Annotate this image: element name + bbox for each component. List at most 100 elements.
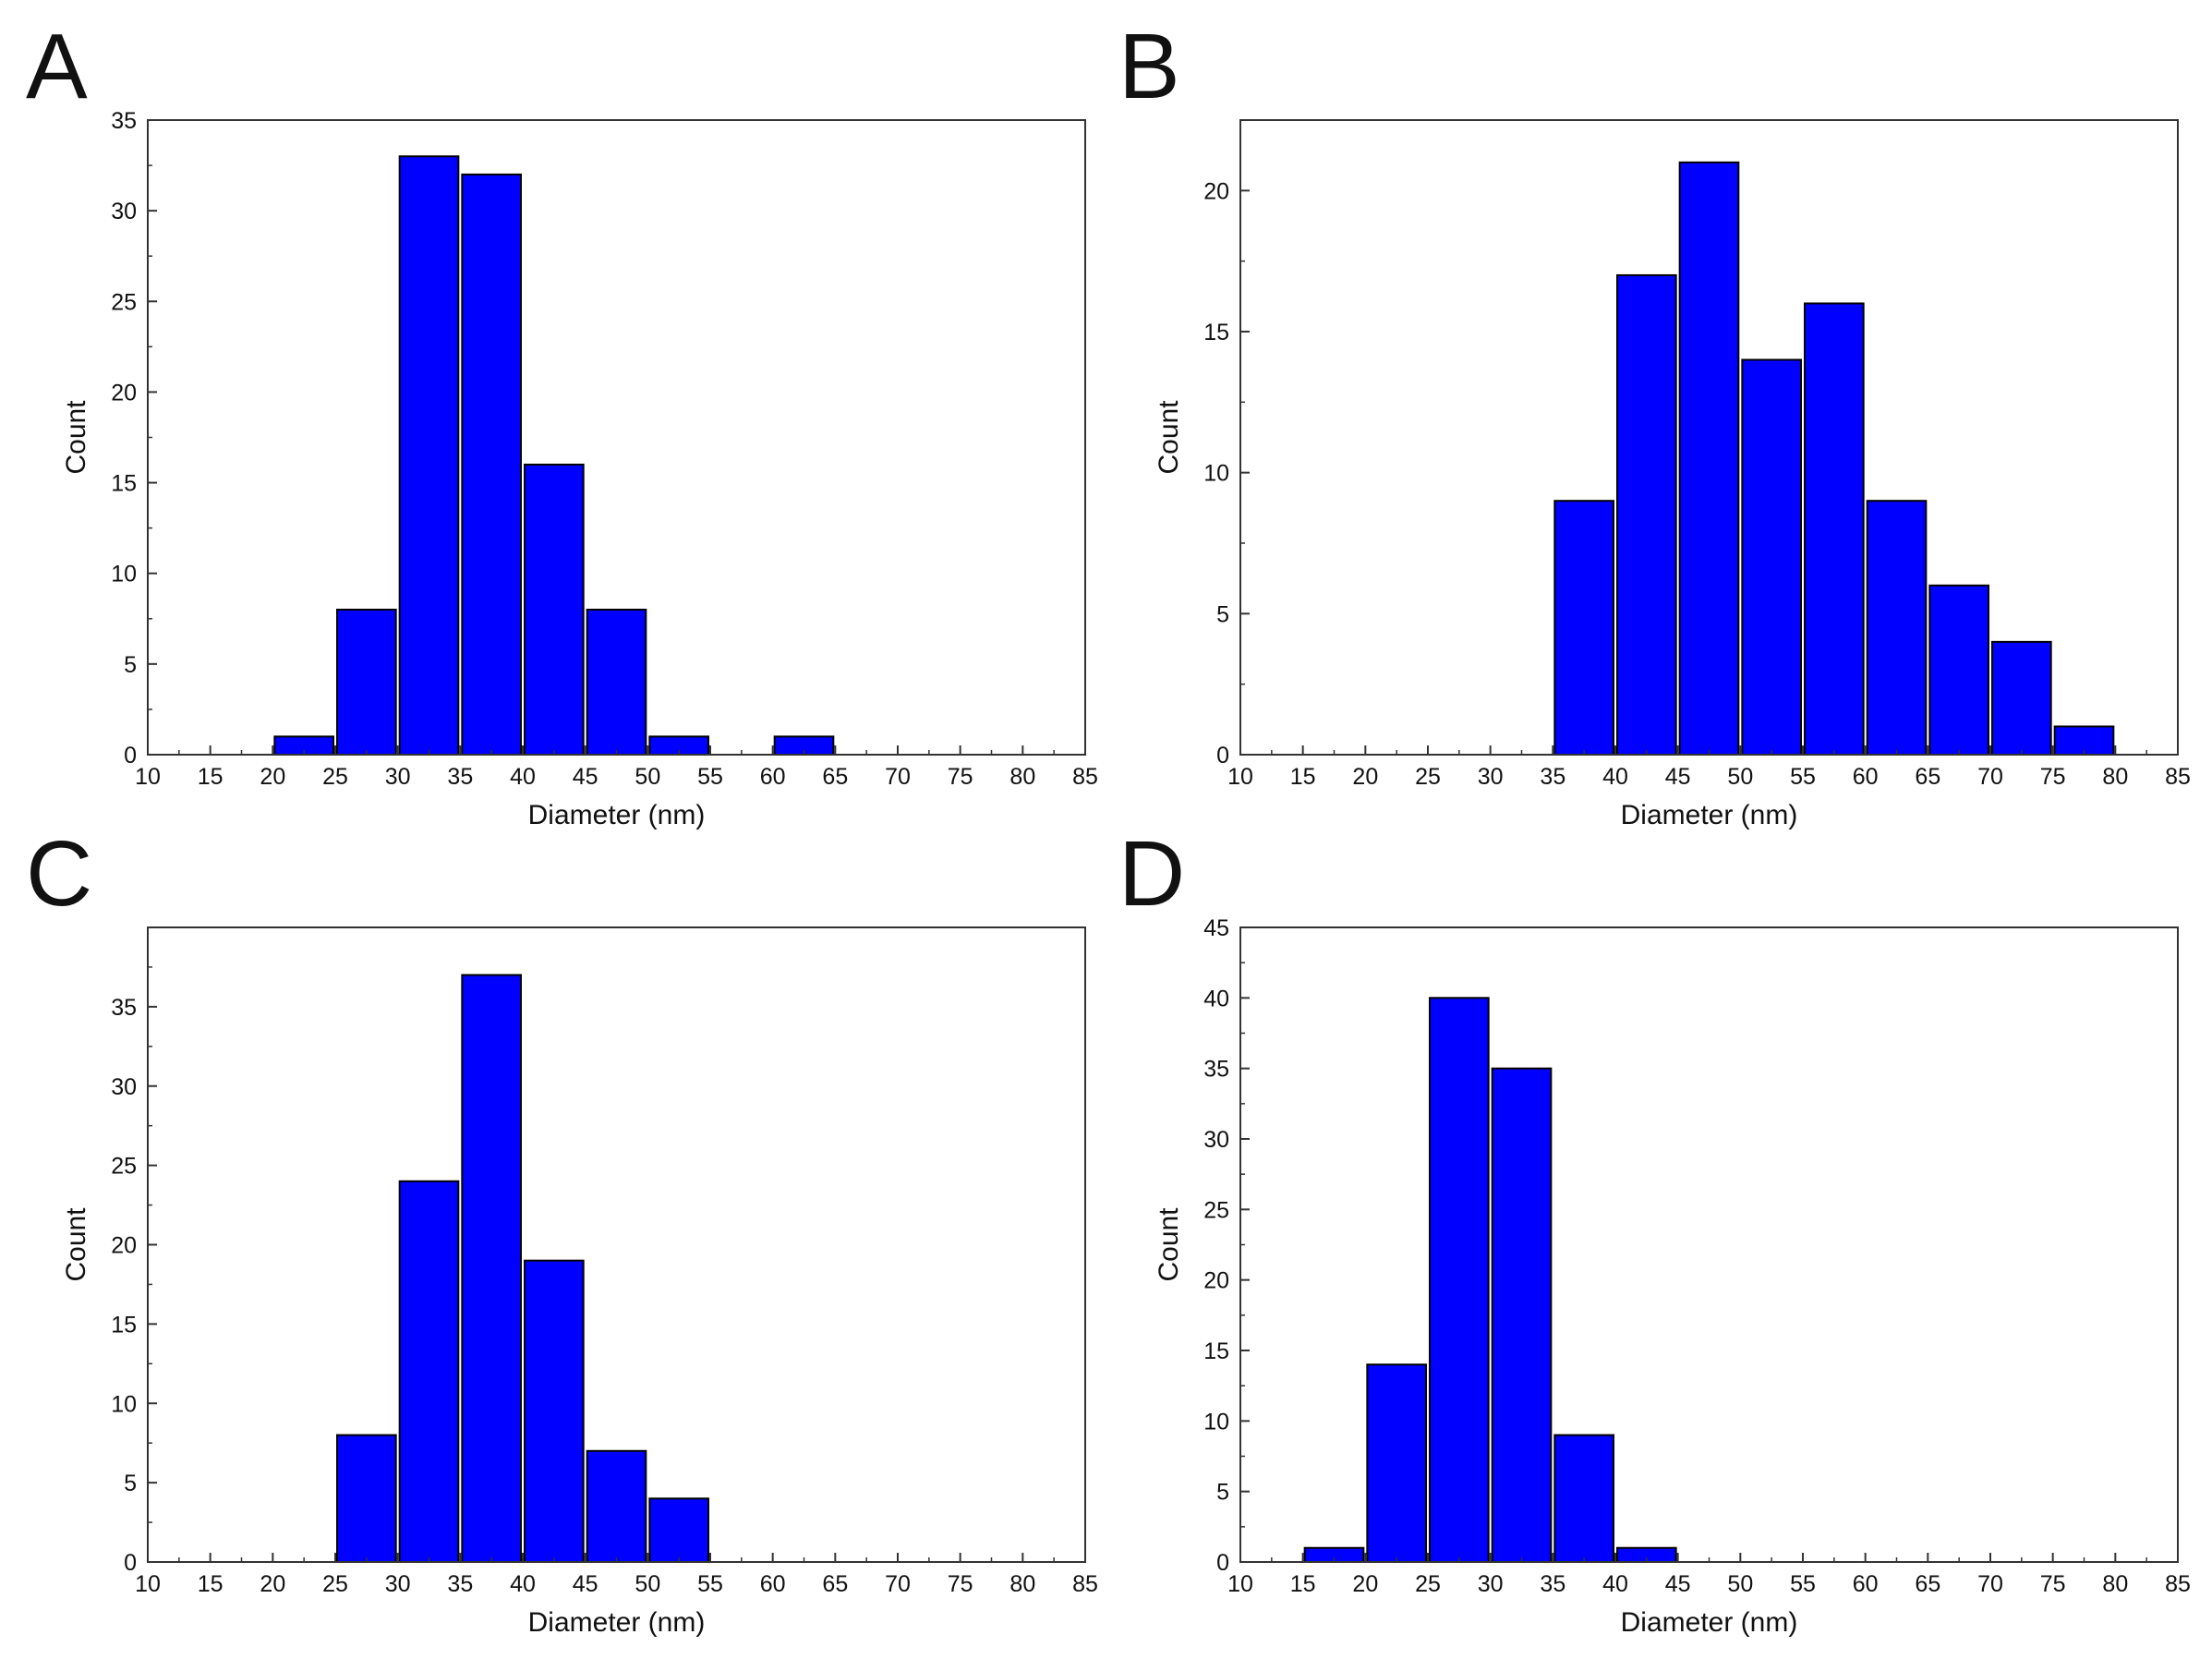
x-tick-label: 55: [1790, 764, 1816, 790]
y-tick-label: 25: [111, 1154, 137, 1180]
x-tick-label: 15: [1290, 764, 1316, 790]
x-tick-label: 55: [697, 1571, 723, 1597]
histogram-bar: [524, 463, 585, 756]
y-tick-label: 30: [1203, 1127, 1229, 1153]
y-axis-title: Count: [1154, 1207, 1184, 1282]
x-tick-label: 75: [2040, 1571, 2066, 1597]
y-tick-label: 10: [1203, 461, 1229, 487]
y-tick-label: 15: [1203, 1338, 1229, 1364]
panel-b: B 10 15 20 25 30 35 40 45 50 55 60 65 70 75 80 85 0 5 10 15…: [1093, 0, 2198, 835]
panel-letter-a: A: [26, 15, 88, 118]
y-tick-label: 5: [1216, 1480, 1229, 1506]
x-tick-label: 80: [2102, 1571, 2128, 1597]
y-tick-label: 20: [111, 1233, 137, 1259]
y-tick-label: 35: [111, 108, 137, 134]
x-tick-label: 20: [1352, 1571, 1378, 1597]
y-tick-label: 5: [124, 652, 137, 678]
x-tick-label: 80: [2102, 764, 2128, 790]
panel-a: A 10 15 20 25 30 35 40 45 50 55 60 65 70 75 80 85 0 5 10 15…: [0, 0, 1106, 835]
y-tick-label: 35: [111, 995, 137, 1021]
x-tick-label: 20: [1352, 764, 1378, 790]
x-tick-label: 65: [1915, 1571, 1940, 1597]
x-tick-label: 35: [447, 764, 473, 790]
y-tick-label: 15: [111, 1312, 137, 1338]
x-tick-label: 35: [1540, 1571, 1565, 1597]
x-tick-label: 70: [885, 1571, 911, 1597]
x-tick-label: 35: [1540, 764, 1565, 790]
histogram-bar: [524, 1259, 585, 1563]
x-tick-label: 55: [1790, 1571, 1816, 1597]
x-tick-label: 60: [760, 764, 786, 790]
x-tick-label: 60: [760, 1571, 786, 1597]
panel-c: C 10 15 20 25 30 35 40 45 50 55 60 65 70 75 80 85 0 5 10 15…: [0, 807, 1106, 1642]
histogram-bar: [648, 1497, 709, 1563]
histogram-bar: [461, 974, 523, 1563]
y-tick-label: 15: [111, 471, 137, 497]
x-tick-label: 45: [573, 764, 598, 790]
x-tick-label: 85: [2165, 764, 2191, 790]
histogram-bar: [1366, 1363, 1428, 1563]
histogram-bar: [1616, 273, 1677, 756]
x-tick-label: 70: [885, 764, 911, 790]
y-axis-title: Count: [1154, 400, 1184, 475]
x-tick-label: 65: [822, 764, 848, 790]
histogram-bar: [1866, 500, 1928, 756]
x-tick-label: 85: [1072, 1571, 1098, 1597]
x-tick-label: 50: [1727, 1571, 1753, 1597]
x-tick-label: 25: [322, 1571, 348, 1597]
y-tick-label: 25: [1203, 1197, 1229, 1223]
y-tick-label: 30: [111, 1074, 137, 1100]
y-tick-label: 0: [124, 743, 137, 769]
x-tick-label: 45: [573, 1571, 598, 1597]
x-tick-label: 45: [1665, 1571, 1691, 1597]
x-tick-label: 15: [198, 764, 224, 790]
panel-d: D 10 15 20 25 30 35 40 45 50 55 60 65 70 75 80 85 0 5 10 15…: [1093, 807, 2198, 1642]
x-tick-label: 75: [948, 1571, 973, 1597]
panel-letter-c: C: [26, 822, 93, 926]
y-tick-label: 35: [1203, 1057, 1229, 1083]
histogram-bar: [1991, 640, 2052, 756]
x-tick-label: 10: [135, 1571, 161, 1597]
y-tick-label: 30: [111, 199, 137, 224]
histogram-bar: [461, 173, 523, 756]
x-tick-label: 50: [635, 1571, 660, 1597]
y-tick-label: 20: [111, 380, 137, 406]
x-tick-label: 70: [1977, 1571, 2003, 1597]
y-tick-label: 0: [124, 1550, 137, 1576]
histogram-d: 10 15 20 25 30 35 40 45 50 55 60 65 70 75 80 85 0 5 10 15 20…: [1154, 915, 2191, 1638]
y-tick-label: 0: [1216, 1550, 1229, 1576]
x-tick-label: 85: [2165, 1571, 2191, 1597]
y-tick-label: 15: [1203, 320, 1229, 345]
x-axis-title: Diameter (nm): [1621, 1607, 1798, 1638]
histogram-bar: [336, 608, 397, 756]
histogram-bar: [1804, 302, 1865, 756]
x-tick-label: 50: [635, 764, 660, 790]
x-tick-label: 85: [1072, 764, 1098, 790]
y-tick-label: 5: [124, 1471, 137, 1496]
histogram-b: 10 15 20 25 30 35 40 45 50 55 60 65 70 75 80 85 0 5 10 15 20…: [1154, 119, 2191, 830]
histogram-c: 10 15 20 25 30 35 40 45 50 55 60 65 70 75 80 85 0 5 10 15 20…: [61, 926, 1098, 1638]
histogram-bar: [398, 155, 460, 756]
x-tick-label: 35: [447, 1571, 473, 1597]
histogram-bar: [586, 1449, 647, 1564]
y-tick-label: 10: [1203, 1409, 1229, 1435]
histogram-bar: [1678, 161, 1740, 757]
x-axis-title: Diameter (nm): [528, 800, 706, 830]
y-tick-label: 40: [1203, 986, 1229, 1011]
x-tick-label: 60: [1853, 1571, 1879, 1597]
histogram-bar: [336, 1434, 397, 1563]
x-tick-label: 25: [322, 764, 348, 790]
y-tick-label: 10: [111, 1391, 137, 1417]
x-tick-label: 25: [1415, 764, 1441, 790]
y-tick-label: 5: [1216, 601, 1229, 627]
x-tick-label: 30: [1478, 764, 1504, 790]
x-axis-title: Diameter (nm): [528, 1607, 706, 1638]
x-axis-title: Diameter (nm): [1621, 800, 1798, 830]
x-tick-label: 65: [1915, 764, 1940, 790]
y-axis-title: Count: [61, 400, 91, 475]
x-tick-label: 80: [1009, 1571, 1035, 1597]
x-tick-label: 10: [135, 764, 161, 790]
x-tick-label: 80: [1009, 764, 1035, 790]
histogram-bar: [1741, 358, 1802, 756]
histogram-bar: [398, 1180, 460, 1563]
